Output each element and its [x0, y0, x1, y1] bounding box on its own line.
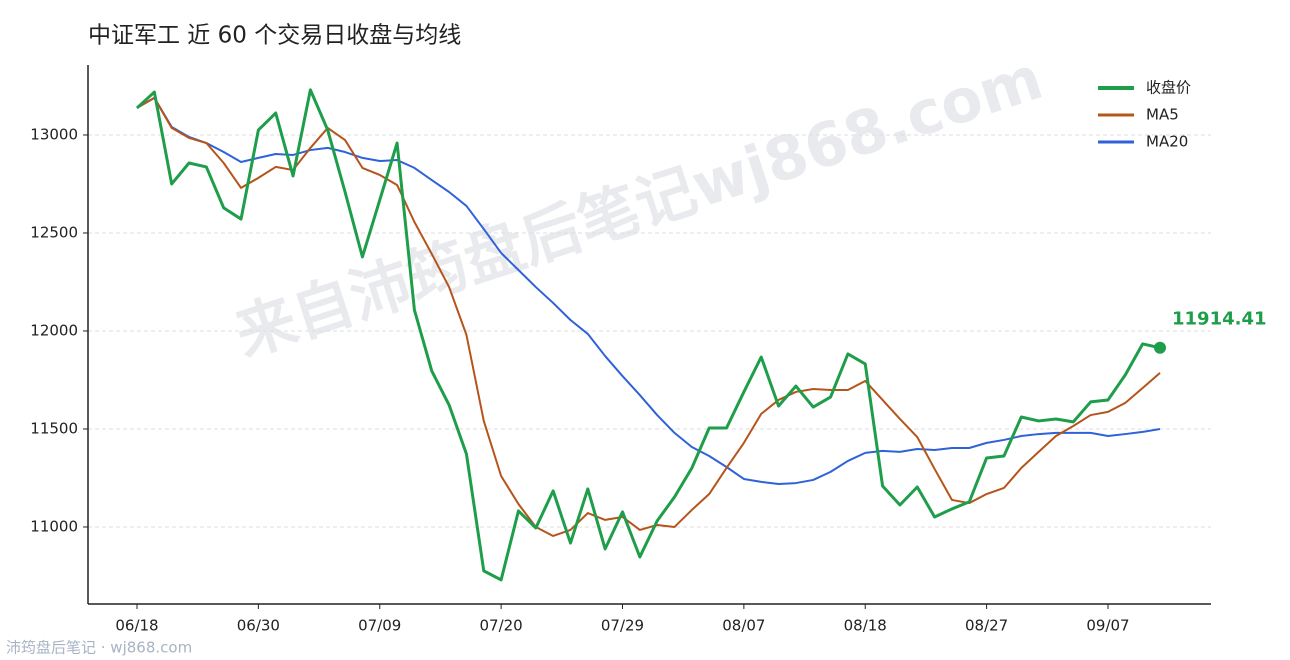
legend-label: MA20 [1146, 133, 1188, 151]
last-point [1154, 341, 1166, 354]
legend-label: MA5 [1146, 106, 1179, 124]
y-tick-label: 11500 [30, 419, 78, 437]
footer: 沛筠盘后笔记 · wj868.com [6, 639, 192, 657]
y-tick-label: 12000 [30, 321, 78, 339]
legend-label: 收盘价 [1146, 79, 1191, 97]
series-line [136, 96, 1161, 537]
x-tick-label: 07/29 [601, 617, 644, 635]
x-tick-label: 08/27 [965, 617, 1008, 635]
x-tick-label: 09/07 [1086, 617, 1129, 635]
series-line [135, 88, 1161, 582]
x-tick-label: 07/20 [480, 617, 523, 635]
chart-title: 中证军工 近 60 个交易日收盘与均线 [88, 23, 461, 49]
x-tick-label: 07/09 [358, 617, 401, 635]
y-tick-label: 13000 [30, 125, 78, 143]
x-tick-label: 06/18 [115, 617, 158, 635]
y-tick-label: 12500 [30, 223, 78, 241]
last-value-label: 11914.41 [1172, 309, 1267, 330]
x-tick-label: 08/07 [722, 617, 765, 635]
y-tick-label: 11000 [30, 517, 78, 535]
watermark: 来自沛筠盘后笔记wj868.com [227, 43, 1051, 370]
x-tick-label: 06/30 [237, 617, 280, 635]
x-tick-label: 08/18 [844, 617, 887, 635]
